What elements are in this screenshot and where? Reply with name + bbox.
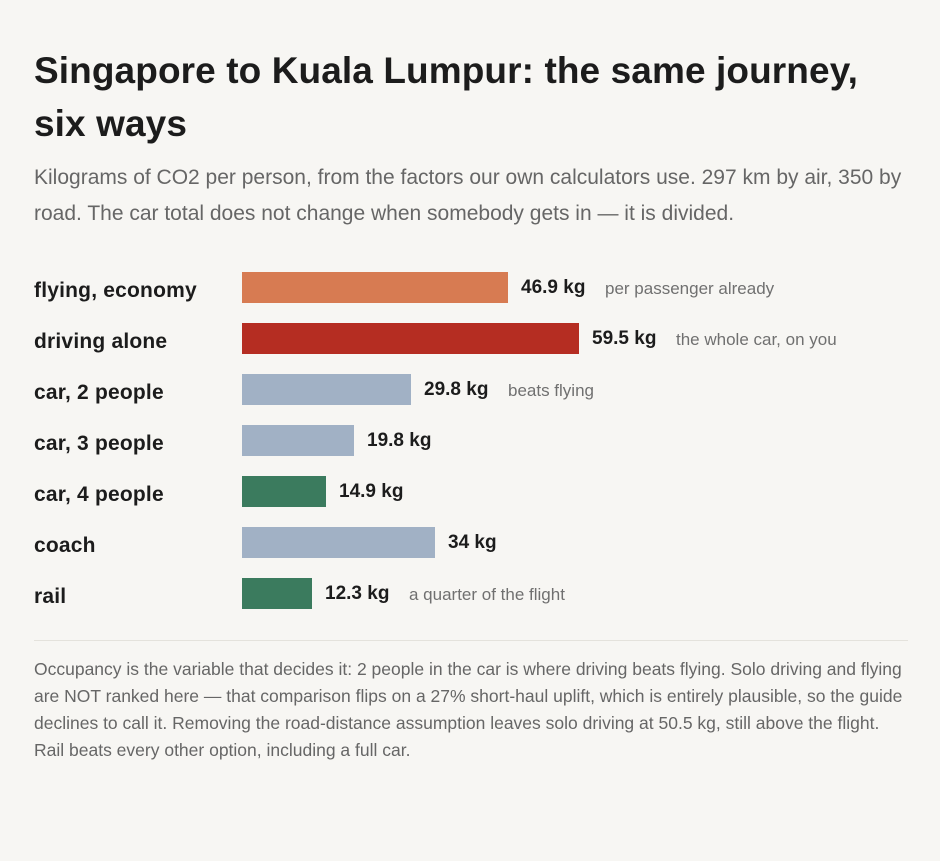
- data-label: 34 kg: [448, 532, 497, 553]
- category-label: coach: [34, 534, 96, 557]
- footnote: Occupancy is the variable that decides i…: [34, 659, 903, 760]
- chart-row: car, 2 people 29.8 kg beats flying: [34, 374, 908, 425]
- chart-row: driving alone 59.5 kg the whole car, on yo…: [34, 323, 908, 374]
- bar: [242, 578, 312, 609]
- bar: [242, 425, 354, 456]
- chart-subtitle: Kilograms of CO2 per person, from the fa…: [34, 166, 902, 225]
- annotation: per passenger already: [605, 279, 775, 298]
- bar: [242, 374, 411, 405]
- data-label: 19.8 kg: [367, 430, 432, 451]
- chart-row: coach 34 kg: [34, 527, 908, 578]
- category-label: car, 3 people: [34, 432, 164, 455]
- data-label: 14.9 kg: [339, 481, 404, 502]
- category-label: car, 2 people: [34, 381, 164, 404]
- bar-chart: flying, economy 46.9 kg per passenger alre…: [34, 272, 908, 622]
- article: Singapore to Kuala Lumpur: the same jour…: [34, 44, 908, 622]
- category-label: rail: [34, 585, 67, 608]
- data-label: 59.5 kg: [592, 328, 657, 349]
- annotation: beats flying: [508, 381, 594, 400]
- annotation: the whole car, on you: [676, 330, 837, 349]
- category-label: flying, economy: [34, 279, 197, 302]
- category-label: car, 4 people: [34, 483, 164, 506]
- data-label: 46.9 kg: [521, 277, 586, 298]
- chart-row: rail 12.3 kg a quarter of the flight: [34, 578, 908, 629]
- chart-row: car, 3 people 19.8 kg: [34, 425, 908, 476]
- divider: [34, 640, 908, 641]
- data-label: 29.8 kg: [424, 379, 489, 400]
- bar: [242, 476, 326, 507]
- chart-row: flying, economy 46.9 kg per passenger alre…: [34, 272, 908, 323]
- chart-row: car, 4 people 14.9 kg: [34, 476, 908, 527]
- bar: [242, 323, 579, 354]
- category-label: driving alone: [34, 330, 168, 353]
- annotation: a quarter of the flight: [409, 585, 565, 604]
- bar: [242, 272, 508, 303]
- data-label: 12.3 kg: [325, 583, 390, 604]
- chart-title: Singapore to Kuala Lumpur: the same jour…: [34, 50, 859, 144]
- bar: [242, 527, 435, 558]
